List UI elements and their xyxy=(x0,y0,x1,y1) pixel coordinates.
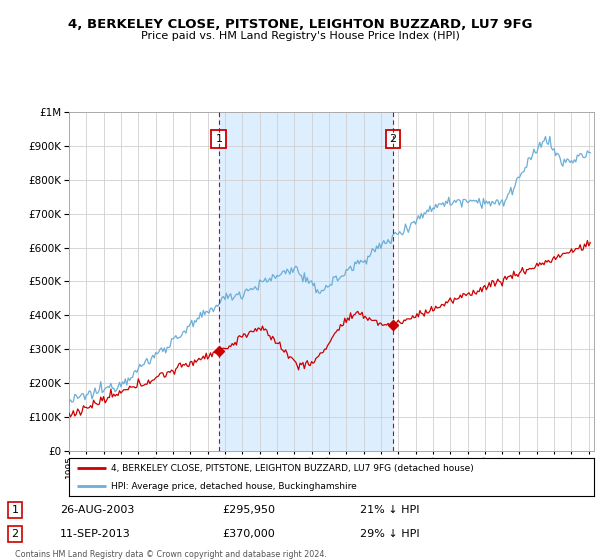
Text: 11-SEP-2013: 11-SEP-2013 xyxy=(60,529,131,539)
Text: £370,000: £370,000 xyxy=(222,529,275,539)
Text: 1: 1 xyxy=(215,134,223,144)
Text: 2: 2 xyxy=(11,529,19,539)
Text: 26-AUG-2003: 26-AUG-2003 xyxy=(60,505,134,515)
Text: 2: 2 xyxy=(389,134,397,144)
Text: Price paid vs. HM Land Registry's House Price Index (HPI): Price paid vs. HM Land Registry's House … xyxy=(140,31,460,41)
Text: 4, BERKELEY CLOSE, PITSTONE, LEIGHTON BUZZARD, LU7 9FG: 4, BERKELEY CLOSE, PITSTONE, LEIGHTON BU… xyxy=(68,18,532,31)
Text: 4, BERKELEY CLOSE, PITSTONE, LEIGHTON BUZZARD, LU7 9FG (detached house): 4, BERKELEY CLOSE, PITSTONE, LEIGHTON BU… xyxy=(111,464,474,473)
Text: HPI: Average price, detached house, Buckinghamshire: HPI: Average price, detached house, Buck… xyxy=(111,482,357,491)
Text: Contains HM Land Registry data © Crown copyright and database right 2024.
This d: Contains HM Land Registry data © Crown c… xyxy=(15,550,327,560)
Text: 1: 1 xyxy=(11,505,19,515)
Text: £295,950: £295,950 xyxy=(222,505,275,515)
Text: 21% ↓ HPI: 21% ↓ HPI xyxy=(360,505,419,515)
Text: 29% ↓ HPI: 29% ↓ HPI xyxy=(360,529,419,539)
Bar xyxy=(219,112,393,451)
